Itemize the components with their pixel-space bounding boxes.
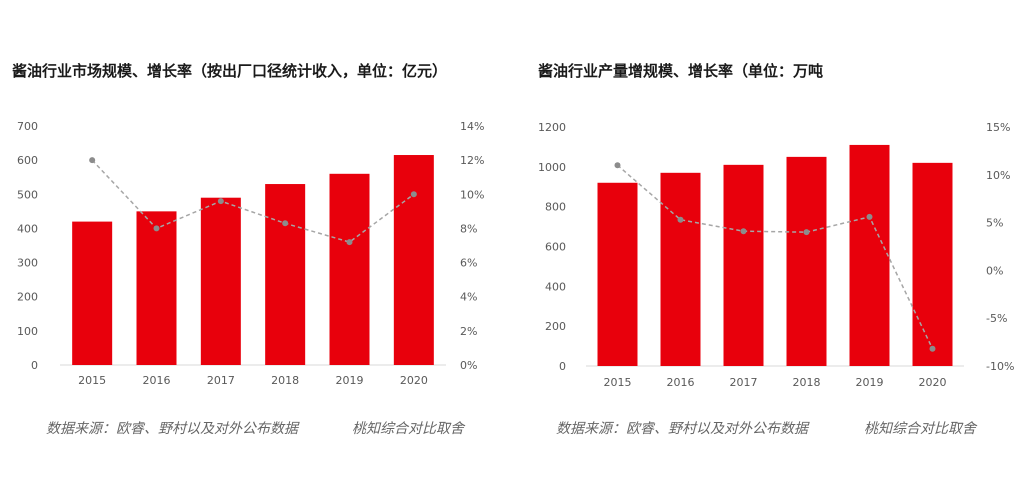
- production-volume-chart-panel: 0 200 400 600 800 1000 1200 -10% -5% 0% 5% 10% 15% 20…: [514, 0, 1028, 481]
- x-axis-tick-label: 2019: [856, 376, 884, 389]
- y2-axis-tick-label: 8%: [460, 222, 477, 235]
- source-credit: 桃知综合对比取舍: [864, 421, 976, 437]
- growth-rate-line: [91, 159, 415, 243]
- chart-title: 酱油行业产量增规模、增长率（单位：万吨: [538, 62, 824, 80]
- y2-axis-tick-label: 0%: [460, 359, 477, 372]
- y2-axis-tick-label: -5%: [986, 312, 1007, 325]
- bar-2015: [597, 182, 638, 366]
- growth-rate-point-2017: [217, 198, 224, 205]
- chart-title: 酱油行业市场规模、增长率（按出厂口径统计收入，单位：亿元）: [12, 62, 448, 80]
- y2-axis-tick-label: 6%: [460, 257, 477, 270]
- growth-rate-point-2020: [929, 345, 936, 352]
- y-axis-tick-label: 0: [559, 360, 566, 373]
- source-note: 数据来源：欧睿、野村以及对外公布数据: [556, 421, 808, 437]
- y-axis-tick-label: 300: [17, 257, 38, 270]
- x-axis-tick-label: 2017: [207, 374, 235, 387]
- y-axis-tick-label: 800: [545, 201, 566, 214]
- x-axis-tick-label: 2016: [143, 374, 171, 387]
- growth-rate-point-2019: [866, 213, 873, 220]
- growth-rate-point-2016: [677, 216, 684, 223]
- y2-axis-tick-label: 10%: [986, 169, 1010, 182]
- bar-2017: [200, 197, 241, 365]
- bar-2017: [723, 164, 764, 366]
- y2-axis-tick-label: -10%: [986, 360, 1014, 373]
- x-axis-tick-label: 2020: [919, 376, 947, 389]
- y-axis-tick-label: 1000: [538, 161, 566, 174]
- growth-rate-point-2015: [614, 162, 621, 169]
- bar-2015: [72, 221, 113, 365]
- bar-2019: [329, 173, 370, 365]
- growth-rate-point-2018: [803, 229, 810, 236]
- bar-2016: [660, 172, 701, 366]
- market-size-chart-panel: 0 100 200 300 400 500 600 700 0% 2% 4% 6% 8% 10% 12% 14…: [12, 62, 484, 437]
- y-axis-tick-label: 0: [31, 359, 38, 372]
- y2-axis-tick-label: 0%: [986, 264, 1003, 277]
- y-axis-tick-label: 200: [17, 291, 38, 304]
- y-axis-tick-label: 200: [545, 320, 566, 333]
- bar-2018: [265, 184, 306, 365]
- y2-axis-tick-label: 12%: [460, 154, 484, 167]
- x-axis-tick-label: 2015: [78, 374, 106, 387]
- y-axis-tick-label: 400: [545, 280, 566, 293]
- bar-2016: [136, 211, 177, 365]
- y2-axis-tick-label: 15%: [986, 121, 1010, 134]
- y2-axis-tick-label: 10%: [460, 188, 484, 201]
- source-note: 数据来源：欧睿、野村以及对外公布数据: [46, 421, 298, 437]
- production-volume-chart: 0 200 400 600 800 1000 1200 -10% -5% 0% 5% 10% 15% 20…: [538, 121, 1014, 389]
- market-size-chart: 0 100 200 300 400 500 600 700 0% 2% 4% 6% 8% 10% 12% 14…: [17, 120, 484, 387]
- growth-rate-point-2015: [89, 157, 96, 164]
- growth-rate-line: [617, 164, 934, 350]
- growth-rate-point-2020: [410, 191, 417, 198]
- y2-axis-tick-label: 4%: [460, 291, 477, 304]
- y-axis-tick-label: 1200: [538, 121, 566, 134]
- growth-rate-point-2017: [740, 228, 747, 235]
- bar-2020: [393, 155, 434, 365]
- x-axis-tick-label: 2018: [271, 374, 299, 387]
- bar-2019: [849, 144, 890, 366]
- y-axis-tick-label: 600: [17, 154, 38, 167]
- x-axis-tick-label: 2020: [400, 374, 428, 387]
- y-axis-tick-label: 600: [545, 241, 566, 254]
- y-axis-tick-label: 400: [17, 222, 38, 235]
- y-axis-tick-label: 700: [17, 120, 38, 133]
- y2-axis-tick-label: 2%: [460, 325, 477, 338]
- bar-2018: [786, 156, 827, 366]
- bar-2020: [912, 162, 953, 366]
- x-axis-tick-label: 2017: [730, 376, 758, 389]
- y-axis-tick-label: 100: [17, 325, 38, 338]
- x-axis-tick-label: 2019: [336, 374, 364, 387]
- y2-axis-tick-label: 14%: [460, 120, 484, 133]
- source-credit: 桃知综合对比取舍: [352, 421, 464, 437]
- x-axis-tick-label: 2016: [667, 376, 695, 389]
- growth-rate-point-2016: [153, 225, 160, 232]
- growth-rate-point-2018: [282, 220, 289, 227]
- growth-rate-point-2019: [346, 239, 353, 246]
- x-axis-tick-label: 2015: [604, 376, 632, 389]
- y2-axis-tick-label: 5%: [986, 217, 1003, 230]
- y-axis-tick-label: 500: [17, 188, 38, 201]
- x-axis-tick-label: 2018: [793, 376, 821, 389]
